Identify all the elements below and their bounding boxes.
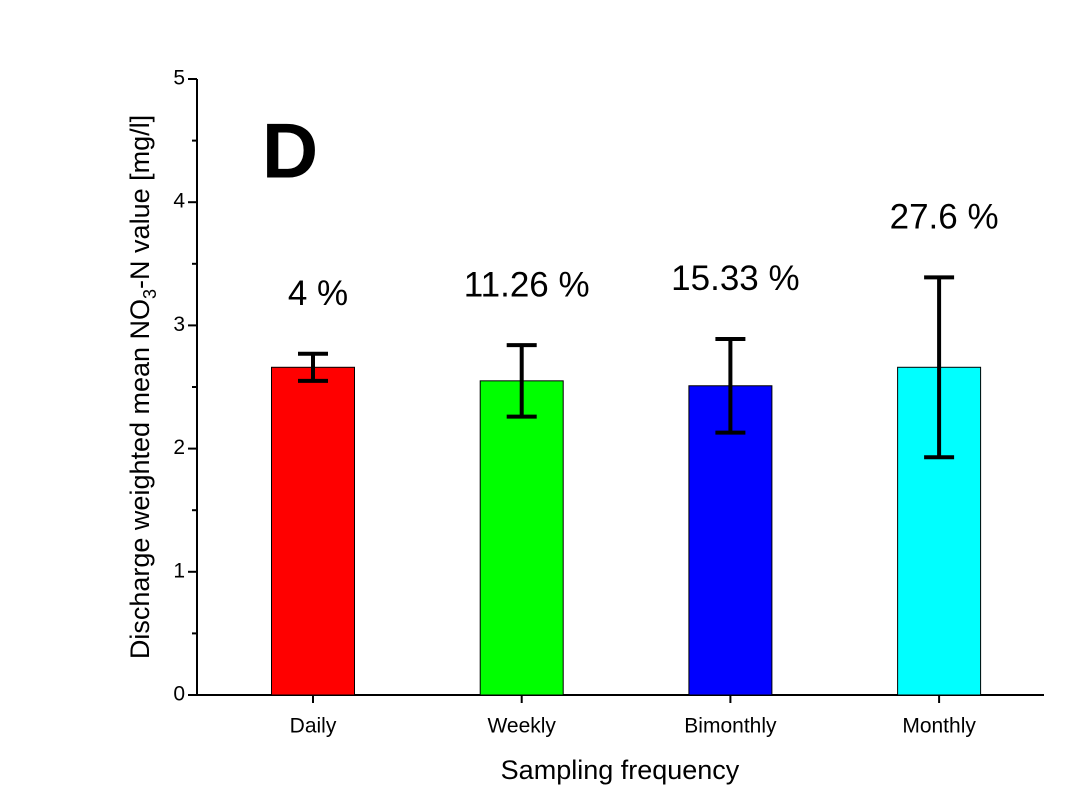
y-tick-label: 1 bbox=[173, 559, 185, 582]
y-axis-title-part: -N value [mg/l] bbox=[125, 115, 155, 289]
y-axis-title: Discharge weighted mean NO3-N value [mg/… bbox=[125, 115, 160, 659]
y-tick-label: 4 bbox=[173, 190, 185, 213]
y-tick-label: 3 bbox=[173, 313, 185, 336]
y-axis-title-subscript: 3 bbox=[140, 289, 160, 299]
bar bbox=[479, 380, 564, 696]
bar bbox=[271, 366, 355, 696]
x-tick-label: Bimonthly bbox=[684, 715, 777, 738]
y-tick-label: 2 bbox=[173, 436, 185, 459]
annotation: 15.33 % bbox=[671, 259, 799, 298]
x-tick-label: Monthly bbox=[902, 715, 976, 738]
y-axis-title-part: Discharge weighted mean NO bbox=[125, 299, 155, 659]
annotation: 11.26 % bbox=[464, 265, 590, 304]
x-tick-label: Daily bbox=[290, 715, 337, 738]
x-axis-title: Sampling frequency bbox=[501, 755, 740, 785]
annotation: 4 % bbox=[288, 274, 348, 313]
panel-label: D bbox=[262, 107, 318, 195]
y-tick-label: 5 bbox=[173, 67, 185, 90]
bar bbox=[688, 385, 773, 696]
annotation: 27.6 % bbox=[890, 198, 999, 237]
y-tick-label: 0 bbox=[173, 683, 185, 706]
x-tick-label: Weekly bbox=[487, 715, 556, 738]
